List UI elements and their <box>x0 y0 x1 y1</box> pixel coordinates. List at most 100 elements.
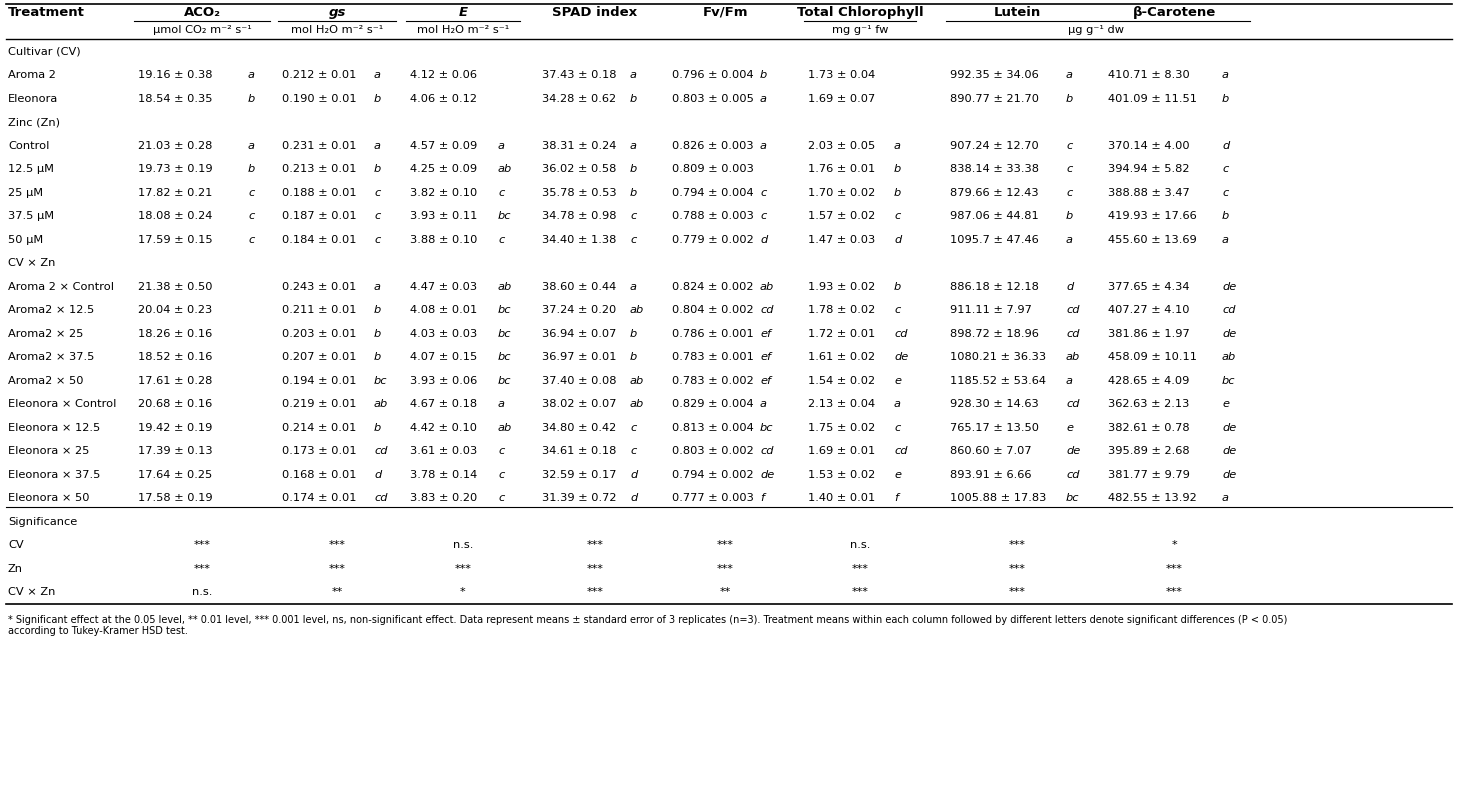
Text: 38.02 ± 0.07: 38.02 ± 0.07 <box>542 400 616 410</box>
Text: **: ** <box>720 587 730 597</box>
Text: 4.06 ± 0.12: 4.06 ± 0.12 <box>410 94 477 104</box>
Text: 455.60 ± 13.69: 455.60 ± 13.69 <box>1108 235 1197 245</box>
Text: a: a <box>761 400 767 410</box>
Text: 18.52 ± 0.16: 18.52 ± 0.16 <box>139 352 212 362</box>
Text: 37.40 ± 0.08: 37.40 ± 0.08 <box>542 376 616 386</box>
Text: 381.77 ± 9.79: 381.77 ± 9.79 <box>1108 470 1190 480</box>
Text: 0.207 ± 0.01: 0.207 ± 0.01 <box>282 352 356 362</box>
Text: ***: *** <box>587 541 603 551</box>
Text: a: a <box>1066 70 1073 80</box>
Text: 0.194 ± 0.01: 0.194 ± 0.01 <box>282 376 356 386</box>
Text: cd: cd <box>1066 306 1079 315</box>
Text: 4.67 ± 0.18: 4.67 ± 0.18 <box>410 400 477 410</box>
Text: b: b <box>631 165 637 174</box>
Text: b: b <box>631 329 637 339</box>
Text: c: c <box>894 306 901 315</box>
Text: ***: *** <box>851 587 869 597</box>
Text: ***: *** <box>1009 564 1025 574</box>
Text: a: a <box>498 141 505 151</box>
Text: e: e <box>894 470 901 480</box>
Text: 32.59 ± 0.17: 32.59 ± 0.17 <box>542 470 616 480</box>
Text: *: * <box>1171 541 1177 551</box>
Text: gs: gs <box>328 6 346 18</box>
Text: de: de <box>1222 282 1237 292</box>
Text: 879.66 ± 12.43: 879.66 ± 12.43 <box>950 188 1038 198</box>
Text: c: c <box>761 211 767 221</box>
Text: de: de <box>1222 423 1237 433</box>
Text: cd: cd <box>761 447 774 456</box>
Text: μmol CO₂ m⁻² s⁻¹: μmol CO₂ m⁻² s⁻¹ <box>153 25 251 35</box>
Text: 0.190 ± 0.01: 0.190 ± 0.01 <box>282 94 356 104</box>
Text: 838.14 ± 33.38: 838.14 ± 33.38 <box>950 165 1040 174</box>
Text: 382.61 ± 0.78: 382.61 ± 0.78 <box>1108 423 1190 433</box>
Text: 1.76 ± 0.01: 1.76 ± 0.01 <box>807 165 875 174</box>
Text: 34.80 ± 0.42: 34.80 ± 0.42 <box>542 423 616 433</box>
Text: b: b <box>894 282 901 292</box>
Text: a: a <box>631 282 637 292</box>
Text: 0.779 ± 0.002: 0.779 ± 0.002 <box>672 235 753 245</box>
Text: 1.70 ± 0.02: 1.70 ± 0.02 <box>807 188 875 198</box>
Text: 34.78 ± 0.98: 34.78 ± 0.98 <box>542 211 616 221</box>
Text: 20.04 ± 0.23: 20.04 ± 0.23 <box>139 306 212 315</box>
Text: bc: bc <box>374 376 387 386</box>
Text: 1.61 ± 0.02: 1.61 ± 0.02 <box>807 352 875 362</box>
Text: b: b <box>1066 94 1073 104</box>
Text: a: a <box>1222 493 1229 504</box>
Text: b: b <box>248 94 255 104</box>
Text: 0.203 ± 0.01: 0.203 ± 0.01 <box>282 329 356 339</box>
Text: e: e <box>1222 400 1229 410</box>
Text: b: b <box>374 423 381 433</box>
Text: b: b <box>374 329 381 339</box>
Text: de: de <box>761 470 774 480</box>
Text: 1.75 ± 0.02: 1.75 ± 0.02 <box>807 423 875 433</box>
Text: de: de <box>1066 447 1080 456</box>
Text: 992.35 ± 34.06: 992.35 ± 34.06 <box>950 70 1038 80</box>
Text: 0.794 ± 0.002: 0.794 ± 0.002 <box>672 470 753 480</box>
Text: c: c <box>631 235 637 245</box>
Text: 898.72 ± 18.96: 898.72 ± 18.96 <box>950 329 1040 339</box>
Text: 38.60 ± 0.44: 38.60 ± 0.44 <box>542 282 616 292</box>
Text: c: c <box>894 211 901 221</box>
Text: Aroma2 × 12.5: Aroma2 × 12.5 <box>7 306 95 315</box>
Text: e: e <box>894 376 901 386</box>
Text: b: b <box>631 94 637 104</box>
Text: c: c <box>1222 188 1228 198</box>
Text: a: a <box>374 282 381 292</box>
Text: Significance: Significance <box>7 517 77 527</box>
Text: 0.168 ± 0.01: 0.168 ± 0.01 <box>282 470 356 480</box>
Text: 886.18 ± 12.18: 886.18 ± 12.18 <box>950 282 1040 292</box>
Text: 428.65 ± 4.09: 428.65 ± 4.09 <box>1108 376 1190 386</box>
Text: 1.78 ± 0.02: 1.78 ± 0.02 <box>807 306 875 315</box>
Text: 0.212 ± 0.01: 0.212 ± 0.01 <box>282 70 356 80</box>
Text: de: de <box>1222 329 1237 339</box>
Text: b: b <box>631 352 637 362</box>
Text: Aroma 2 × Control: Aroma 2 × Control <box>7 282 114 292</box>
Text: ab: ab <box>761 282 774 292</box>
Text: a: a <box>1066 235 1073 245</box>
Text: cd: cd <box>1222 306 1235 315</box>
Text: 0.188 ± 0.01: 0.188 ± 0.01 <box>282 188 356 198</box>
Text: c: c <box>248 211 254 221</box>
Text: b: b <box>374 165 381 174</box>
Text: ab: ab <box>374 400 388 410</box>
Text: ef: ef <box>761 376 771 386</box>
Text: ***: *** <box>328 541 346 551</box>
Text: c: c <box>374 235 380 245</box>
Text: ***: *** <box>587 587 603 597</box>
Text: Aroma2 × 25: Aroma2 × 25 <box>7 329 83 339</box>
Text: Lutein: Lutein <box>993 6 1041 18</box>
Text: b: b <box>1066 211 1073 221</box>
Text: 0.777 ± 0.003: 0.777 ± 0.003 <box>672 493 753 504</box>
Text: 50 μM: 50 μM <box>7 235 44 245</box>
Text: 0.788 ± 0.003: 0.788 ± 0.003 <box>672 211 753 221</box>
Text: 1.69 ± 0.07: 1.69 ± 0.07 <box>807 94 875 104</box>
Text: bc: bc <box>498 306 511 315</box>
Text: **: ** <box>331 587 343 597</box>
Text: 0.826 ± 0.003: 0.826 ± 0.003 <box>672 141 753 151</box>
Text: 419.93 ± 17.66: 419.93 ± 17.66 <box>1108 211 1197 221</box>
Text: 19.42 ± 0.19: 19.42 ± 0.19 <box>139 423 212 433</box>
Text: d: d <box>761 235 768 245</box>
Text: f: f <box>894 493 898 504</box>
Text: 0.786 ± 0.001: 0.786 ± 0.001 <box>672 329 753 339</box>
Text: de: de <box>894 352 908 362</box>
